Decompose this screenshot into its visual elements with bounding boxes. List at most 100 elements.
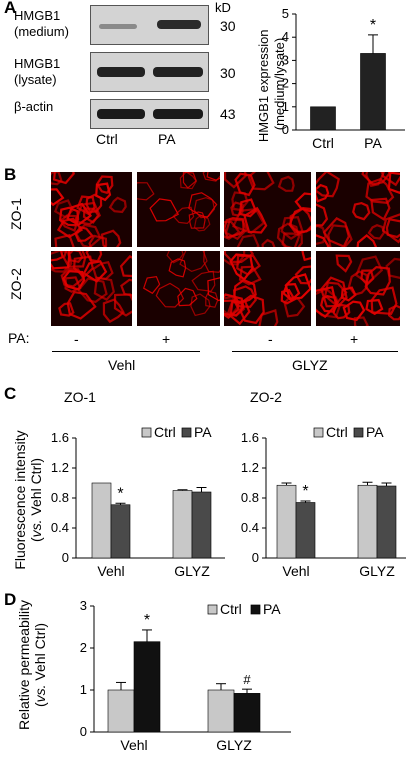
legend-swatch [141,427,152,438]
cell-junction-outline [316,224,327,246]
bar [360,53,386,131]
kd-value-lysate: 30 [220,65,236,81]
bar [191,491,212,559]
blot-strip-actin [90,99,209,129]
chart-title: ZO-1 [64,390,96,405]
micrograph-zo2-2 [137,251,220,326]
cell-junction-outline [85,193,103,214]
cell-junction-outline [353,316,369,326]
significance-mark: * [144,612,150,629]
legend-swatch [207,604,218,615]
cell-junction-outline [137,182,155,201]
cell-junction-outline [119,255,132,278]
panel-label-a: A [4,0,17,17]
cell-junction-outline [76,195,96,216]
cell-junction-outline [316,203,329,227]
cell-junction-outline [236,233,260,247]
kd-value-medium: 30 [220,18,236,34]
pa-sign-1: - [74,331,79,347]
cell-junction-outline [190,293,211,317]
chart-hmgb1: 0 1 2 3 4 5 Ctrl PA * HMGB1 expression (medium/l… [256,6,405,151]
blot-row-label-lysate: HMGB1 (lysate) [14,56,61,87]
chart-permeability: 0 1 2 3 Vehl * GLYZ # Ctrl PA [80,598,291,753]
cell-junction-outline [347,270,368,296]
cell-junction-outline [301,251,311,262]
cell-junction-outline [316,183,330,203]
cell-junction-outline [387,304,400,321]
cell-junction-outline [258,308,279,326]
legend-label: Ctrl [220,601,242,617]
cell-junction-outline [51,251,73,273]
cell-junction-outline [230,201,244,217]
cell-junction-outline [354,255,384,285]
pa-sign-3: - [268,331,273,347]
y-tick-label: 1 [80,682,87,697]
cell-junction-outline [381,172,400,187]
bar [207,689,235,733]
group-label-vehl: Vehl [108,357,136,373]
cell-junction-outline [365,172,385,188]
cell-junction-outline [168,258,187,278]
y-tick-label: 0.8 [241,490,259,505]
chart-zo1: 0 0.4 0.8 1.2 1.6 Vehl * GLYZ ZO-1 Ctrl PA [51,390,225,579]
cell-junction-outline [191,270,216,292]
cell-junction-outline [51,251,65,262]
legend-swatch [250,604,261,615]
cell-junction-outline [193,197,216,219]
cell-junction-outline [229,253,254,281]
cell-junction-outline [277,175,295,192]
cell-junction-outline [320,295,339,313]
legend-swatch [313,427,324,438]
legend-label: PA [263,601,281,617]
cell-junction-outline [56,217,84,239]
cell-junction-outline [229,299,251,326]
bar [276,484,297,559]
cell-junction-outline [51,188,65,207]
group-label-glyz: GLYZ [292,357,328,373]
cell-junction-outline [342,300,366,322]
y-tick-label: 0.8 [51,490,69,505]
panel-label-c: C [4,384,17,403]
x-tick-label: Vehl [97,563,124,579]
cell-junction-outline [206,172,220,181]
y-tick-label: 3 [282,52,289,67]
pa-label: PA: [8,330,30,346]
cell-junction-outline [93,276,116,301]
bar [91,482,112,559]
micrograph-zo2-1 [51,251,132,326]
lane-label-ctrl: Ctrl [96,131,118,147]
cell-junction-outline [179,251,208,273]
legend-swatch [181,427,192,438]
legend-label: Ctrl [326,424,348,440]
cell-junction-outline [108,196,127,214]
bar [295,502,316,559]
cell-junction-outline [85,251,103,263]
band-actin-pa [153,109,203,119]
bar [133,641,161,733]
cell-junction-outline [77,277,108,304]
group-line-glyz [232,351,398,352]
micrograph-zo2-3 [224,251,311,326]
x-tick-label: PA [364,135,382,151]
cell-junction-outline [238,198,257,218]
bar [357,484,378,559]
significance-mark: * [370,17,376,34]
cell-junction-outline [234,172,256,197]
micrograph-zo1-2 [137,172,220,247]
cell-junction-outline [340,286,357,302]
cell-junction-outline [179,172,198,190]
micrograph-zo1-1 [51,172,132,247]
y-tick-label: 0 [252,550,259,565]
y-tick-label: 1.6 [51,430,69,445]
x-tick-label: Vehl [282,563,309,579]
band-medium-ctrl [99,24,137,29]
cell-junction-outline [182,172,197,189]
chart-zo2: 0 0.4 0.8 1.2 1.6 Vehl * GLYZ ZO-2 Ctrl PA [241,390,406,579]
x-tick-label: GLYZ [359,563,395,579]
y-tick-label: 1.6 [241,430,259,445]
cell-junction-outline [142,276,161,295]
x-tick-label: Ctrl [312,135,334,151]
cell-junction-outline [203,251,220,273]
cell-junction-outline [54,233,75,247]
y-tick-label: 0.4 [241,520,259,535]
